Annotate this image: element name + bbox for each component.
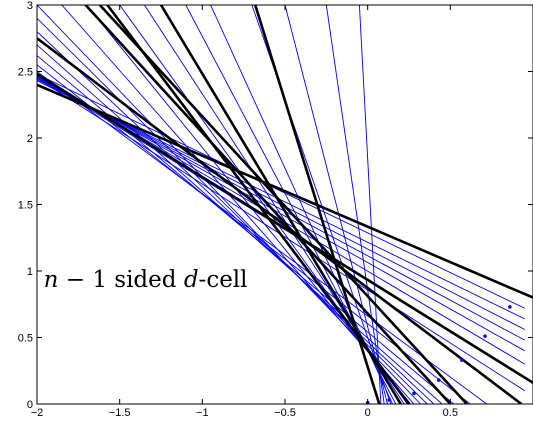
thin-line-22 [284, 5, 388, 404]
thick-line-1 [37, 73, 533, 384]
point-1 [387, 398, 391, 402]
thick-line-5 [253, 5, 381, 404]
y-tick-label: 3 [27, 0, 33, 12]
x-tick-label: −2 [31, 407, 44, 419]
y-tick-label: 0.5 [18, 333, 33, 345]
thick-line-0 [37, 83, 533, 299]
thin-line-4 [37, 77, 525, 341]
thin-line-15 [61, 5, 415, 404]
thick-line-3 [105, 5, 411, 404]
annotation-label: n − 1 sided d-cell [44, 267, 248, 293]
y-tick-label: 0 [27, 399, 33, 411]
y-tick-label: 2.5 [18, 67, 33, 79]
thick-line-2 [37, 37, 523, 404]
x-tick-label: −1.5 [109, 407, 131, 419]
ticks-group [36, 4, 533, 405]
thick-line-4 [159, 5, 402, 404]
thick-line-7 [83, 5, 452, 404]
annotation-part-2: d [184, 267, 199, 293]
thin-line-11 [37, 44, 443, 404]
thin-line-12 [37, 31, 435, 404]
tick-labels-group: −2 −1.5 −1 −0.5 0 0.5 0 0.5 1 1.5 2 2.5 3 [18, 0, 458, 419]
x-tick-label: −0.5 [274, 407, 296, 419]
thin-line-7 [37, 73, 525, 309]
point-5 [483, 334, 487, 338]
x-tick-label: 0 [365, 407, 371, 419]
x-tick-label: −1 [196, 407, 209, 419]
point-2 [412, 391, 416, 396]
points-group [365, 305, 512, 404]
thin-line-23 [325, 5, 385, 404]
thin-line-8 [37, 71, 487, 404]
thin-line-3 [37, 76, 525, 352]
y-tick-label: 2 [27, 133, 33, 145]
thick-line-6 [98, 5, 468, 404]
thick-lines-group [37, 5, 533, 404]
y-tick-label: 1.5 [18, 200, 33, 212]
point-4 [460, 358, 464, 362]
point-6 [508, 305, 512, 309]
x-tick-label: 0.5 [443, 407, 458, 419]
annotation-part-0: n [44, 267, 59, 293]
y-tick-label: 1 [27, 266, 33, 278]
annotation-part-3: -cell [199, 267, 248, 293]
annotation-part-1: − 1 sided [58, 267, 183, 293]
thin-line-24 [358, 5, 382, 404]
point-3 [436, 378, 441, 382]
